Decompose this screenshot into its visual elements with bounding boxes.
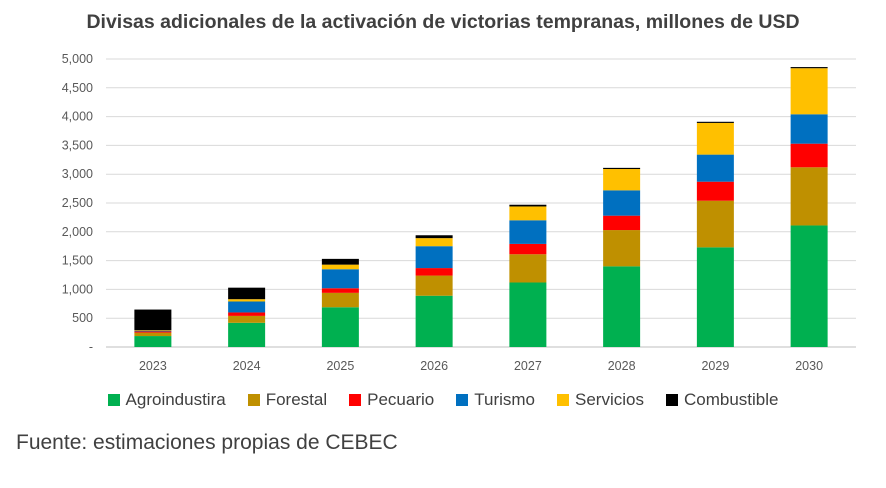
bar-segment-combustible-2023 (134, 309, 172, 331)
legend-label: Pecuario (367, 390, 435, 409)
bar-segment-agroindustira-2025 (321, 307, 359, 347)
gridlines (106, 58, 856, 348)
bar-segment-agroindustira-2026 (415, 295, 453, 347)
bar-segment-pecuario-2027 (509, 243, 547, 255)
bar-segment-combustible-2026 (415, 235, 453, 239)
bar-segment-forestal-2026 (415, 275, 453, 296)
bar-segment-agroindustira-2029 (696, 247, 734, 347)
bar-segment-servicios-2027 (509, 206, 547, 221)
bar-segment-forestal-2023 (134, 332, 172, 337)
legend-label: Servicios (575, 390, 644, 409)
x-tick-label: 2023 (139, 359, 167, 373)
chart-title: Divisas adicionales de la activación de … (86, 11, 800, 33)
bar-segment-agroindustira-2030 (790, 225, 828, 347)
legend: Agroindustira Forestal Pecuario Turismo Serv… (0, 390, 886, 410)
bar-segment-forestal-2028 (603, 230, 641, 267)
bar-segment-servicios-2026 (415, 238, 453, 247)
bar-segment-combustible-2028 (603, 167, 641, 170)
legend-label: Combustible (683, 390, 779, 409)
legend-item-combustible: Combustible (665, 390, 779, 410)
x-tick-label: 2028 (608, 359, 636, 373)
legend-swatch (349, 394, 362, 406)
y-tick-label: 500 (72, 311, 93, 325)
bar-segment-forestal-2029 (696, 200, 734, 248)
bar-segment-pecuario-2023 (134, 331, 172, 333)
y-tick-label: 1,000 (62, 282, 93, 296)
bar-segment-forestal-2024 (228, 315, 266, 323)
bar-segment-turismo-2025 (321, 269, 359, 289)
bar-segment-combustible-2030 (790, 67, 828, 69)
legend-label: Forestal (265, 390, 328, 409)
y-tick-label: 2,500 (62, 196, 93, 210)
legend-swatch (665, 394, 678, 406)
bar-segment-servicios-2028 (603, 169, 641, 191)
legend-swatch (247, 394, 260, 406)
x-tick-label: 2030 (795, 359, 823, 373)
x-axis-tick-labels: 2023 2024 2025 2026 2027 2028 2029 2030 (139, 359, 823, 373)
x-tick-label: 2027 (514, 359, 542, 373)
bar-segment-agroindustira-2024 (228, 322, 266, 347)
bar-segment-combustible-2024 (228, 287, 266, 300)
x-tick-label: 2029 (701, 359, 729, 373)
bar-segment-turismo-2024 (228, 301, 266, 313)
bar-segment-combustible-2027 (509, 204, 547, 207)
bar-segment-pecuario-2025 (321, 288, 359, 293)
source-note: Fuente: estimaciones propias de CEBEC (16, 431, 398, 454)
y-tick-label: 1,500 (62, 254, 93, 268)
y-tick-label: 3,500 (62, 138, 93, 152)
legend-swatch (557, 394, 569, 406)
bar-segment-pecuario-2028 (603, 215, 641, 231)
bar-segment-servicios-2024 (228, 299, 266, 302)
legend-swatch (456, 394, 469, 406)
bars (134, 67, 828, 347)
y-tick-label: 5,000 (62, 52, 93, 66)
legend-item-agroindustira: Agroindustira (107, 390, 226, 410)
y-axis-tick-labels: - 500 1,000 1,500 2,000 2,500 3,000 3,500 4,000 4… (62, 52, 93, 354)
bar-segment-combustible-2029 (696, 121, 734, 123)
bar-segment-agroindustira-2028 (603, 266, 641, 347)
x-tick-label: 2024 (233, 359, 261, 373)
legend-item-turismo: Turismo (456, 390, 535, 410)
bar-segment-servicios-2029 (696, 122, 734, 155)
bar-segment-turismo-2023 (134, 330, 172, 332)
bar-segment-pecuario-2026 (415, 268, 453, 276)
bar-segment-servicios-2025 (321, 264, 359, 270)
legend-label: Turismo (474, 390, 535, 409)
bar-segment-turismo-2027 (509, 220, 547, 244)
bar-segment-pecuario-2029 (696, 181, 734, 201)
bar-segment-forestal-2025 (321, 292, 359, 308)
bar-segment-agroindustira-2027 (509, 282, 547, 347)
bar-segment-turismo-2028 (603, 190, 641, 216)
y-tick-label: 4,000 (62, 110, 93, 124)
bar-segment-pecuario-2030 (790, 143, 828, 168)
y-tick-label: 4,500 (62, 81, 93, 95)
y-tick-label: - (89, 340, 93, 354)
bar-segment-turismo-2030 (790, 114, 828, 144)
bar-segment-forestal-2030 (790, 167, 828, 226)
bar-segment-turismo-2029 (696, 154, 734, 182)
bar-segment-turismo-2026 (415, 246, 453, 269)
legend-item-pecuario: Pecuario (349, 390, 434, 410)
x-tick-label: 2026 (420, 359, 448, 373)
y-tick-label: 3,000 (62, 167, 93, 181)
legend-item-forestal: Forestal (247, 390, 328, 410)
bar-segment-servicios-2023 (134, 330, 172, 331)
bar-segment-forestal-2027 (509, 254, 547, 283)
bar-segment-pecuario-2024 (228, 312, 266, 316)
bar-segment-servicios-2030 (790, 68, 828, 115)
stacked-bar-chart: - 500 1,000 1,500 2,000 2,500 3,000 3,500 4,000 4… (62, 52, 856, 373)
legend-swatch (107, 394, 120, 406)
legend-label: Agroindustira (125, 390, 226, 409)
x-tick-label: 2025 (326, 359, 354, 373)
y-tick-label: 2,000 (62, 225, 93, 239)
bar-segment-agroindustira-2023 (134, 336, 172, 347)
legend-item-servicios: Servicios (557, 390, 644, 410)
bar-segment-combustible-2025 (321, 258, 359, 265)
